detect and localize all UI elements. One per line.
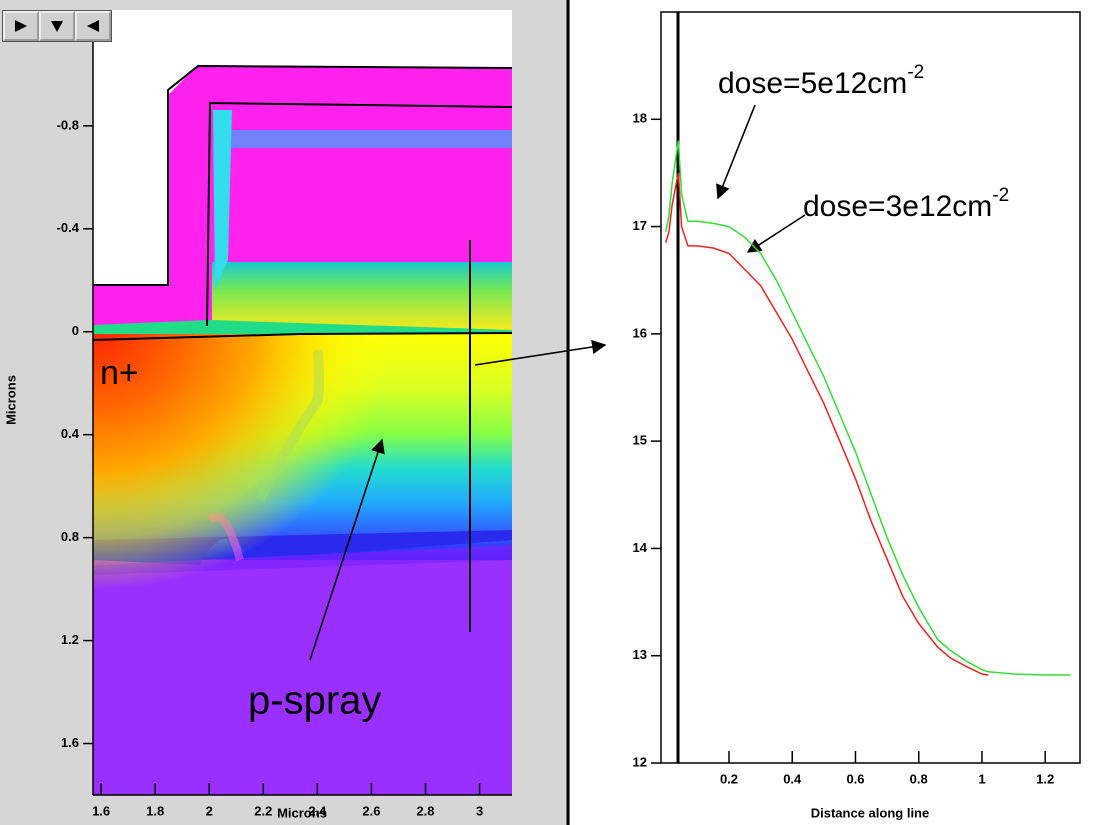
y-tick-label: 18	[633, 111, 647, 126]
x-tick-label: 0.8	[910, 771, 928, 786]
x-tick-label: 2	[206, 803, 213, 818]
y-tick-label: 1.2	[61, 632, 79, 647]
y-tick-label: 17	[633, 218, 647, 233]
down-button[interactable]	[39, 11, 75, 41]
x-tick-label: 0.2	[720, 771, 738, 786]
x-tick-label: 2.4	[308, 803, 327, 818]
y-tick-label: 16	[633, 325, 647, 340]
annotation-superscript: -2	[907, 62, 924, 83]
annotation-superscript: -2	[992, 185, 1009, 206]
x-tick-label: 0.6	[846, 771, 864, 786]
back-button[interactable]	[75, 11, 111, 41]
annotation-text: dose=3e12cm	[803, 190, 992, 223]
y-tick-label: 0.8	[61, 529, 79, 544]
x-axis-title: Distance along line	[811, 805, 929, 820]
annotation: p-spray	[248, 679, 381, 723]
annotation: dose=5e12cm-2	[718, 62, 924, 100]
y-tick-label: 15	[633, 433, 647, 448]
y-tick-label: 12	[633, 754, 647, 769]
y-tick-label: 1.6	[61, 735, 79, 750]
x-tick-label: 2.2	[254, 803, 272, 818]
y-tick-label: 13	[633, 647, 647, 662]
annotation-text: dose=5e12cm	[718, 67, 907, 100]
arrows	[309, 104, 806, 661]
x-tick-label: 1	[978, 771, 985, 786]
play-button[interactable]	[3, 11, 39, 41]
x-tick-label: 2.8	[416, 803, 434, 818]
x-tick-label: 2.6	[362, 803, 380, 818]
y-tick-label: -0.8	[57, 117, 79, 132]
x-tick-label: 1.6	[92, 803, 110, 818]
y-tick-label: 0	[72, 323, 79, 338]
series-line	[664, 140, 1071, 676]
series-line	[664, 172, 989, 676]
annotation: dose=3e12cm-2	[803, 185, 1009, 223]
x-tick-label: 1.2	[1036, 771, 1054, 786]
y-tick-label: -0.4	[57, 220, 80, 235]
right-panel	[570, 0, 1097, 825]
y-tick-label: 0.4	[61, 426, 80, 441]
toolbar	[2, 10, 112, 42]
x-tick-label: 1.8	[146, 803, 164, 818]
x-tick-label: 0.4	[783, 771, 802, 786]
x-axis-title: Microns	[277, 805, 327, 820]
contour-field	[92, 10, 513, 795]
y-axis-title: Microns	[3, 375, 18, 425]
plot-frame	[660, 11, 1081, 764]
y-tick-label: 14	[633, 540, 648, 555]
x-tick-label: 3	[476, 803, 483, 818]
annotation: n+	[100, 354, 139, 392]
